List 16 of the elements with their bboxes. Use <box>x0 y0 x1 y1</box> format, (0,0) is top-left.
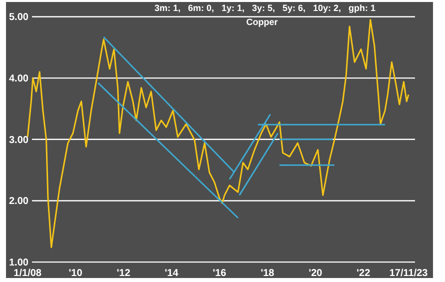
x-tick-label: 17/11/23 <box>389 268 428 279</box>
y-tick-label: 5.00 <box>9 12 29 24</box>
x-tick-label: '10 <box>68 268 83 279</box>
x-tick-label: '20 <box>308 268 323 279</box>
text: Copper <box>246 17 278 27</box>
x-tick-label: '14 <box>164 268 179 279</box>
x-tick-label: '18 <box>260 268 275 279</box>
y-tick-label: 4.00 <box>9 74 29 85</box>
x-tick-label: '22 <box>356 268 371 279</box>
y-tick-label: 1.00 <box>9 258 29 269</box>
chart-subtitle: 3m: 1, 6m: 0, 1y: 1, 3y: 5, 5y: 6, 10y: 2, gph: 1 <box>154 3 376 13</box>
y-tick-label: 3.00 <box>9 134 29 146</box>
x-tick-label: '16 <box>212 268 227 279</box>
x-tick-label: 1/1/08 <box>14 268 42 279</box>
y-tick-label: 2.00 <box>9 196 29 208</box>
x-tick-label: '12 <box>116 268 131 279</box>
